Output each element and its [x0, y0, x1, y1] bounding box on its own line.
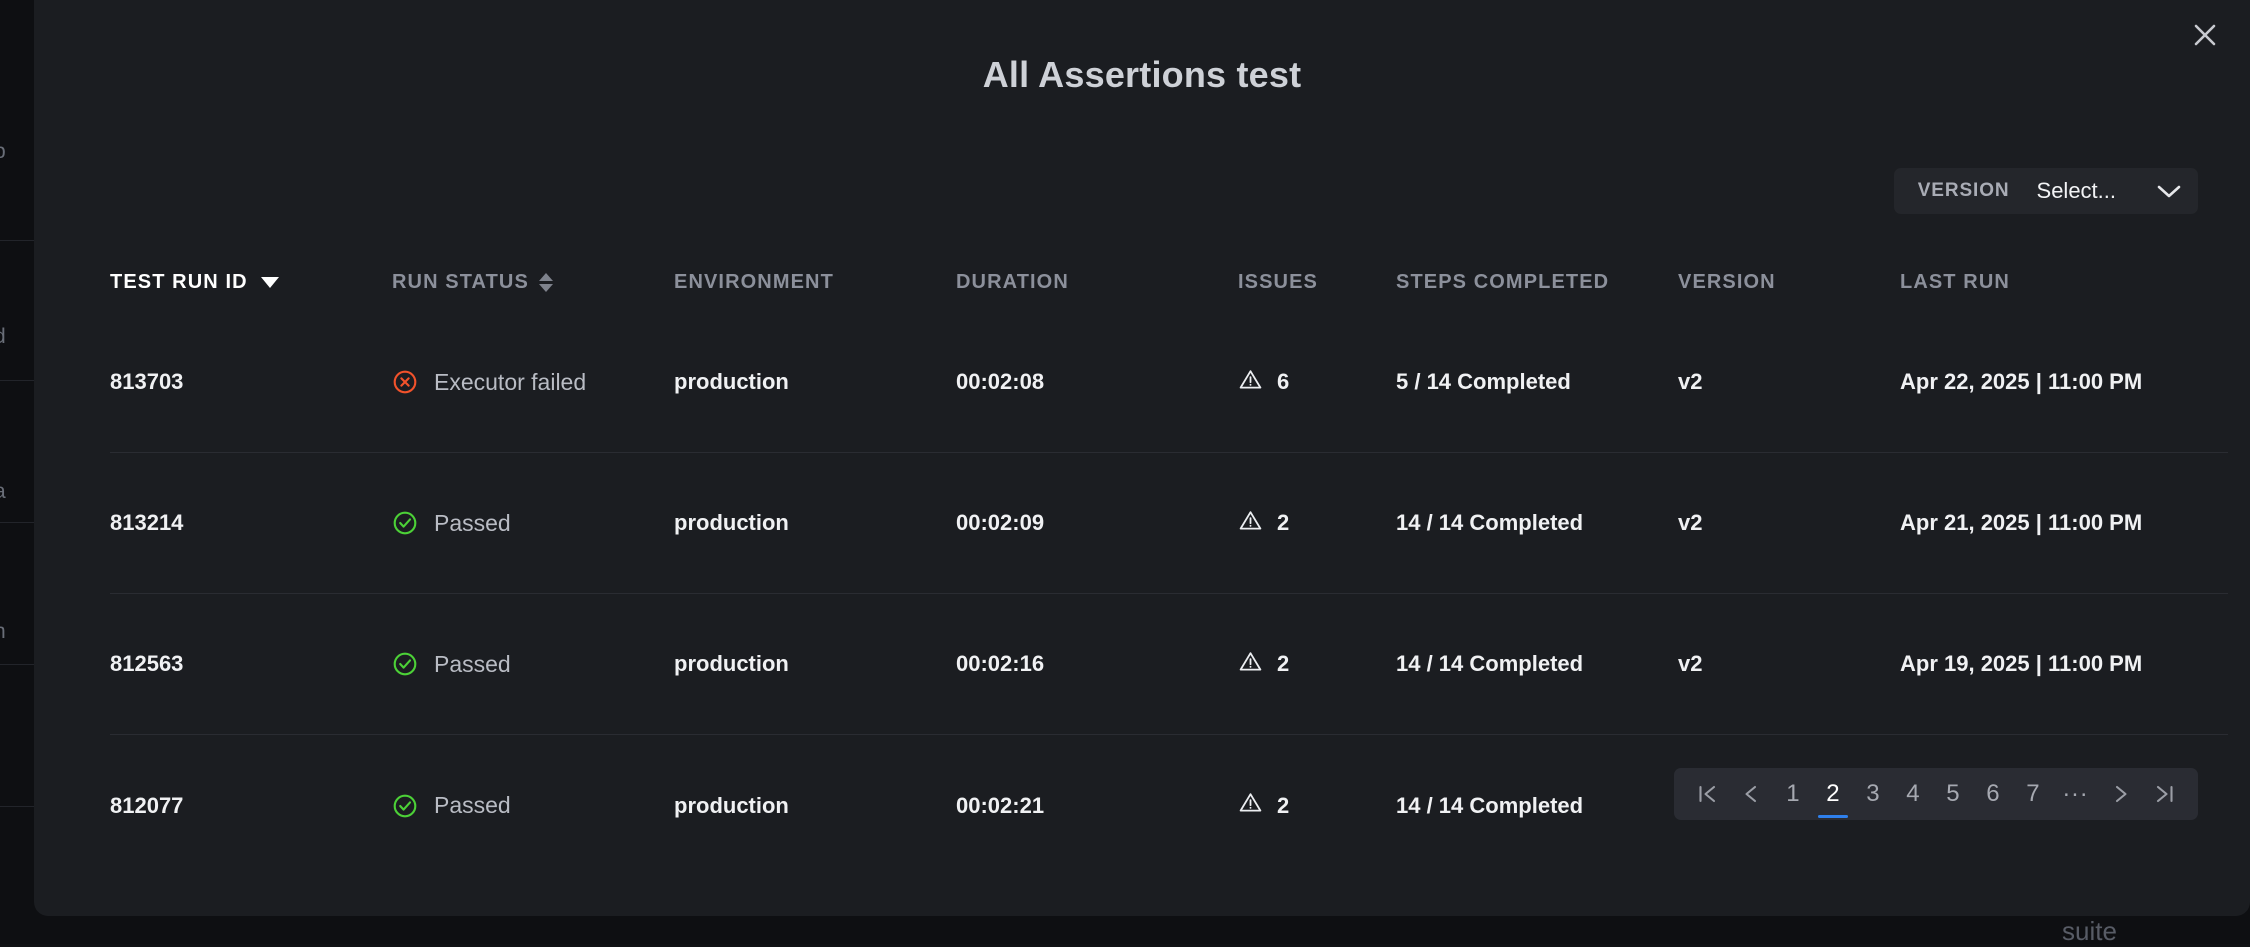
column-header-steps-completed[interactable]: STEPS COMPLETED	[1396, 271, 1678, 294]
column-header-version[interactable]: VERSION	[1678, 271, 1900, 294]
page-button-2[interactable]: 2	[1816, 768, 1850, 820]
cell-run-status-label: Passed	[434, 792, 511, 819]
column-header-test-run-id[interactable]: TEST RUN ID	[110, 271, 392, 294]
check-circle-icon	[392, 793, 418, 819]
cell-issues-count: 6	[1277, 369, 1289, 395]
column-header-label: TEST RUN ID	[110, 271, 248, 294]
background-text-fragment: p	[0, 140, 6, 164]
column-header-label: RUN STATUS	[392, 271, 529, 294]
sort-descending-icon	[261, 277, 279, 288]
check-circle-icon	[392, 651, 418, 677]
column-header-last-run[interactable]: LAST RUN	[1900, 271, 2228, 294]
cell-test-run-id: 812077	[110, 793, 183, 819]
cell-issues: 2	[1238, 650, 1289, 679]
chevron-down-icon[interactable]	[2156, 183, 2188, 199]
background-divider	[0, 806, 34, 807]
table-header-row: TEST RUN ID RUN STATUS ENVIRONMENT DURAT…	[110, 252, 2228, 312]
cell-version: v2	[1678, 369, 1702, 395]
background-divider	[0, 240, 34, 241]
page-button-3[interactable]: 3	[1856, 768, 1890, 820]
version-filter: VERSION Select...	[1894, 168, 2198, 214]
cell-issues: 6	[1238, 368, 1289, 397]
page-button-1[interactable]: 1	[1776, 768, 1810, 820]
cell-issues: 2	[1238, 791, 1289, 820]
cell-test-run-id: 812563	[110, 651, 183, 677]
cell-environment: production	[674, 793, 789, 819]
column-header-label: LAST RUN	[1900, 271, 2010, 294]
first-page-icon[interactable]	[1688, 768, 1726, 820]
page-button-4[interactable]: 4	[1896, 768, 1930, 820]
column-header-label: ISSUES	[1238, 271, 1318, 294]
column-header-label: DURATION	[956, 271, 1069, 294]
warning-triangle-icon	[1238, 650, 1263, 679]
background-divider	[0, 522, 34, 523]
cell-environment: production	[674, 510, 789, 536]
cell-environment: production	[674, 651, 789, 677]
cell-steps-completed: 14 / 14 Completed	[1396, 510, 1583, 536]
cell-steps-completed: 5 / 14 Completed	[1396, 369, 1571, 395]
table-row[interactable]: 813703 Executor failed production 00:02:…	[110, 312, 2228, 453]
page-button-7[interactable]: 7	[2016, 768, 2050, 820]
test-runs-modal: All Assertions test VERSION Select... TE…	[34, 0, 2250, 916]
cell-run-status: Passed	[392, 510, 511, 537]
cell-environment: production	[674, 369, 789, 395]
cell-run-status: Passed	[392, 651, 511, 678]
close-icon[interactable]	[2180, 10, 2230, 60]
warning-triangle-icon	[1238, 509, 1263, 538]
cell-version: v2	[1678, 510, 1702, 536]
page-ellipsis: ...	[2056, 768, 2096, 820]
column-header-run-status[interactable]: RUN STATUS	[392, 271, 674, 294]
page-button-5[interactable]: 5	[1936, 768, 1970, 820]
background-divider	[0, 664, 34, 665]
pagination: 1 2 3 4 5 6 7 ...	[1674, 768, 2198, 820]
cell-run-status-label: Passed	[434, 510, 511, 537]
cell-issues-count: 2	[1277, 793, 1289, 819]
table-row[interactable]: 812563 Passed production 00:02:16	[110, 594, 2228, 735]
cell-steps-completed: 14 / 14 Completed	[1396, 793, 1583, 819]
version-filter-label: VERSION	[1918, 180, 2010, 202]
cell-run-status-label: Executor failed	[434, 369, 586, 396]
cell-last-run: Apr 22, 2025 | 11:00 PM	[1900, 369, 2142, 395]
version-select-value[interactable]: Select...	[2037, 178, 2116, 204]
column-header-label: ENVIRONMENT	[674, 271, 834, 294]
cell-issues: 2	[1238, 509, 1289, 538]
cell-run-status: Passed	[392, 792, 511, 819]
cell-run-status: Executor failed	[392, 369, 586, 396]
prev-page-icon[interactable]	[1732, 768, 1770, 820]
cell-issues-count: 2	[1277, 651, 1289, 677]
column-header-environment[interactable]: ENVIRONMENT	[674, 271, 956, 294]
warning-triangle-icon	[1238, 791, 1263, 820]
cell-test-run-id: 813214	[110, 510, 183, 536]
warning-triangle-icon	[1238, 368, 1263, 397]
page-button-6[interactable]: 6	[1976, 768, 2010, 820]
cell-last-run: Apr 19, 2025 | 11:00 PM	[1900, 651, 2142, 677]
column-header-label: VERSION	[1678, 271, 1776, 294]
cell-run-status-label: Passed	[434, 651, 511, 678]
cell-duration: 00:02:21	[956, 793, 1044, 819]
cell-duration: 00:02:16	[956, 651, 1044, 677]
background-text-fragment: a	[0, 480, 6, 504]
check-circle-icon	[392, 510, 418, 536]
cell-test-run-id: 813703	[110, 369, 183, 395]
cell-duration: 00:02:08	[956, 369, 1044, 395]
page-title: All Assertions test	[34, 54, 2250, 96]
next-page-icon[interactable]	[2102, 768, 2140, 820]
cell-last-run: Apr 21, 2025 | 11:00 PM	[1900, 510, 2142, 536]
error-circle-icon	[392, 369, 418, 395]
last-page-icon[interactable]	[2146, 768, 2184, 820]
cell-version: v2	[1678, 651, 1702, 677]
background-text-fragment: n	[0, 620, 6, 644]
background-text-fragment: d	[0, 325, 6, 349]
cell-issues-count: 2	[1277, 510, 1289, 536]
column-header-duration[interactable]: DURATION	[956, 271, 1238, 294]
cell-duration: 00:02:09	[956, 510, 1044, 536]
column-header-label: STEPS COMPLETED	[1396, 271, 1609, 294]
cell-steps-completed: 14 / 14 Completed	[1396, 651, 1583, 677]
table-row[interactable]: 813214 Passed production 00:02:09	[110, 453, 2228, 594]
background-divider	[0, 380, 34, 381]
sort-both-icon	[539, 273, 553, 292]
background-text-suite: suite	[2062, 916, 2117, 947]
column-header-issues[interactable]: ISSUES	[1238, 271, 1396, 294]
